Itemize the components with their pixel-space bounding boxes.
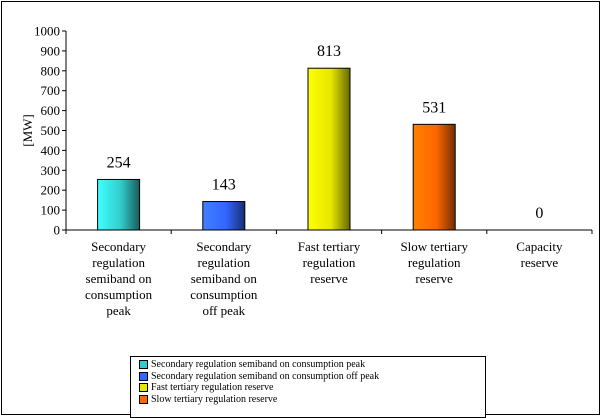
y-tick-label: 0 bbox=[54, 223, 61, 238]
category-label: reserve bbox=[415, 271, 453, 286]
category-label: Capacity bbox=[516, 239, 563, 254]
legend-item: Secondary regulation semiband on consump… bbox=[139, 359, 485, 371]
legend-item: Fast tertiary regulation reserve bbox=[139, 382, 485, 394]
y-tick-label: 400 bbox=[41, 143, 61, 158]
data-label: 143 bbox=[212, 177, 236, 194]
legend-swatch bbox=[139, 360, 148, 370]
category-label: Fast tertiary bbox=[298, 239, 361, 254]
category-label: semiband on bbox=[191, 271, 258, 286]
y-tick-label: 900 bbox=[41, 43, 61, 58]
category-label: reserve bbox=[310, 271, 348, 286]
data-label: 254 bbox=[107, 154, 131, 171]
bar bbox=[412, 123, 456, 231]
legend-label: Secondary regulation semiband on consump… bbox=[151, 370, 380, 382]
y-axis-label: [MW] bbox=[20, 114, 35, 147]
y-tick-label: 300 bbox=[41, 163, 61, 178]
category-label: Slow tertiary bbox=[400, 239, 468, 254]
axes: 0 100 200 300 400 500 600 700 800 900 1000 [MW] bbox=[20, 24, 593, 238]
category-label: consumption bbox=[190, 287, 258, 302]
category-label: regulation bbox=[197, 255, 250, 270]
data-label: 813 bbox=[317, 43, 341, 60]
bar bbox=[202, 201, 246, 231]
category-label: Secondary bbox=[91, 239, 146, 254]
data-label: 531 bbox=[422, 99, 446, 116]
category-label: consumption bbox=[85, 287, 153, 302]
y-tick-label: 1000 bbox=[34, 24, 60, 39]
bar bbox=[307, 67, 351, 231]
legend: Secondary regulation semiband on consump… bbox=[130, 356, 486, 418]
y-tick-label: 800 bbox=[41, 63, 61, 78]
bar bbox=[97, 178, 141, 231]
y-tick-label: 600 bbox=[41, 103, 61, 118]
legend-swatch bbox=[139, 383, 148, 393]
category-label: reserve bbox=[521, 255, 559, 270]
legend-item: Slow tertiary regulation reserve bbox=[139, 394, 485, 406]
category-label: regulation bbox=[92, 255, 145, 270]
category-label: Secondary bbox=[196, 239, 251, 254]
y-tick-label: 200 bbox=[41, 183, 61, 198]
legend-label: Secondary regulation semiband on consump… bbox=[151, 359, 366, 371]
legend-label: Slow tertiary regulation reserve bbox=[151, 393, 278, 405]
legend-swatch bbox=[139, 394, 148, 404]
category-label: regulation bbox=[303, 255, 356, 270]
data-label: 0 bbox=[535, 205, 543, 222]
bar-chart: 0 100 200 300 400 500 600 700 800 900 1000 [MW] 254… bbox=[20, 24, 593, 318]
legend-label: Fast tertiary regulation reserve bbox=[151, 382, 274, 394]
y-tick-label: 100 bbox=[41, 203, 61, 218]
category-label: off peak bbox=[202, 303, 245, 318]
bars bbox=[97, 67, 456, 231]
category-label: regulation bbox=[408, 255, 461, 270]
category-label: semiband on bbox=[86, 271, 153, 286]
legend-item: Secondary regulation semiband on consump… bbox=[139, 371, 485, 383]
y-tick-label: 500 bbox=[41, 123, 61, 138]
category-label: peak bbox=[106, 303, 131, 318]
legend-swatch bbox=[139, 371, 148, 381]
y-tick-label: 700 bbox=[41, 83, 61, 98]
